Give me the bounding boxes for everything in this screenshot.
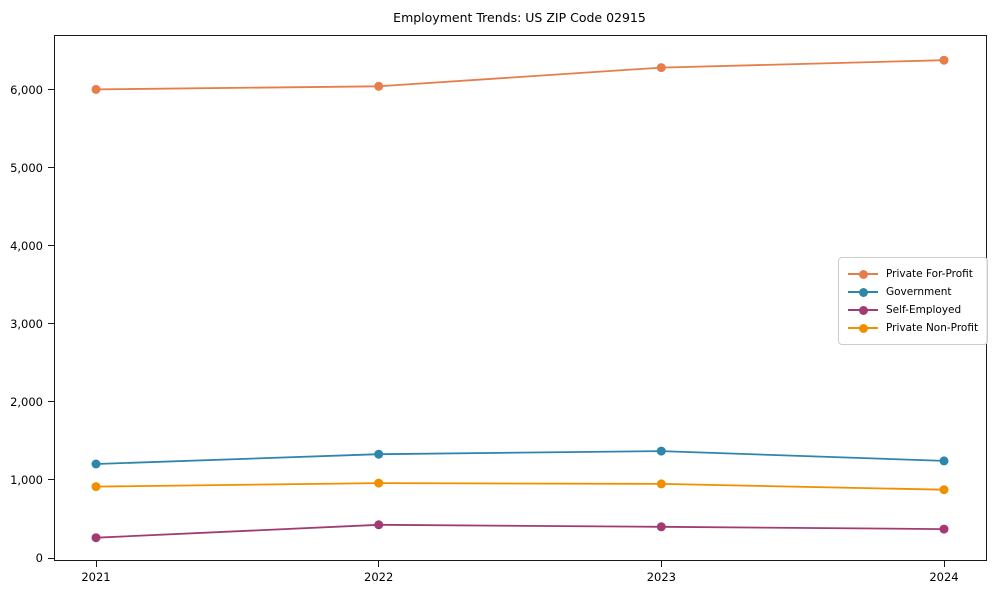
y-tick-mark [48, 245, 54, 247]
data-point-self-employed-2021 [91, 533, 101, 543]
legend-dot-icon [858, 287, 868, 297]
y-tick-label: 2,000 [10, 394, 43, 409]
data-point-private-non-profit-2023 [656, 479, 666, 489]
y-tick-mark [48, 557, 54, 559]
legend-dot-icon [858, 305, 868, 315]
data-point-self-employed-2024 [939, 524, 949, 534]
legend-line-marker-icon [848, 323, 878, 333]
data-point-private-non-profit-2024 [939, 485, 949, 495]
y-tick-label: 5,000 [10, 160, 43, 175]
data-point-government-2024 [939, 456, 949, 466]
x-tick-label: 2022 [364, 570, 394, 584]
y-tick-mark [48, 479, 54, 481]
x-tick-label: 2023 [646, 570, 676, 584]
data-point-private-for-profit-2023 [656, 63, 666, 73]
y-tick-label: 1,000 [10, 472, 43, 487]
data-point-government-2023 [656, 446, 666, 456]
y-tick-mark [48, 89, 54, 91]
legend-item-self-employed: Self-Employed [848, 301, 978, 319]
legend-item-government: Government [848, 283, 978, 301]
data-point-government-2022 [374, 449, 384, 459]
legend-line-marker-icon [848, 305, 878, 315]
y-tick-mark [48, 401, 54, 403]
legend: Private For-Profit Government Self-Employe… [838, 257, 989, 345]
x-tick-label: 2024 [929, 570, 959, 584]
data-point-private-for-profit-2024 [939, 55, 949, 65]
data-point-government-2021 [91, 459, 101, 469]
x-tick-mark [378, 561, 380, 567]
legend-dot-icon [858, 323, 868, 333]
line-chart-canvas [91, 55, 949, 543]
legend-item-private-for-profit: Private For-Profit [848, 265, 978, 283]
y-tick-label: 6,000 [10, 82, 43, 97]
legend-line-marker-icon [848, 269, 878, 279]
data-point-private-for-profit-2022 [374, 81, 384, 91]
legend-item-private-non-profit: Private Non-Profit [848, 319, 978, 337]
x-tick-label: 2021 [81, 570, 111, 584]
y-tick-mark [48, 167, 54, 169]
legend-label: Government [886, 286, 952, 298]
y-tick-label: 4,000 [10, 238, 43, 253]
x-tick-mark [943, 561, 945, 567]
data-point-private-non-profit-2021 [91, 482, 101, 492]
data-point-private-non-profit-2022 [374, 478, 384, 488]
data-point-self-employed-2023 [656, 522, 666, 532]
legend-label: Private Non-Profit [886, 322, 979, 334]
series-line-self-employed [95, 523, 945, 539]
plot-area: 0 1,000 2,000 3,000 4,000 5,000 6,000 2021 2022… [10, 35, 989, 584]
y-tick-label: 3,000 [10, 316, 43, 331]
series-line-private-for-profit [95, 59, 945, 91]
x-tick-mark [95, 561, 97, 567]
data-point-self-employed-2022 [374, 520, 384, 530]
series-line-government [95, 450, 945, 465]
chart-title: Employment Trends: US ZIP Code 02915 [393, 10, 646, 25]
legend-label: Private For-Profit [886, 268, 973, 280]
y-tick-mark [48, 323, 54, 325]
data-point-private-for-profit-2021 [91, 84, 101, 94]
legend-line-marker-icon [848, 287, 878, 297]
legend-label: Self-Employed [886, 304, 962, 316]
x-tick-mark [660, 561, 662, 567]
y-tick-label: 0 [35, 551, 43, 565]
legend-dot-icon [858, 269, 868, 279]
series-line-private-non-profit [95, 482, 945, 491]
